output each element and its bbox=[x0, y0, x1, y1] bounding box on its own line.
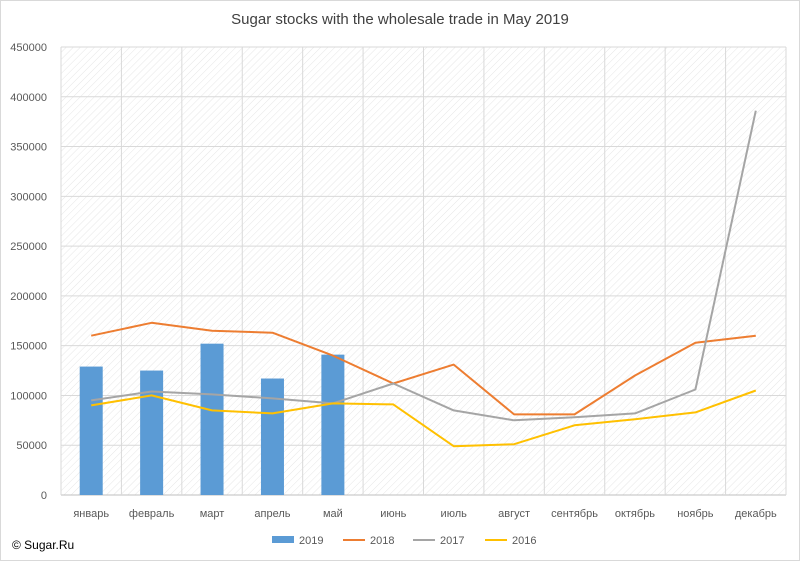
legend-label-2016: 2016 bbox=[512, 535, 536, 547]
x-tick-label: февраль bbox=[129, 508, 175, 520]
bar-2019 bbox=[321, 354, 345, 495]
bar-2019 bbox=[140, 370, 164, 495]
y-tick-label: 400000 bbox=[10, 92, 47, 104]
y-tick-label: 350000 bbox=[10, 142, 47, 154]
x-tick-label: январь bbox=[73, 508, 109, 520]
y-tick-label: 150000 bbox=[10, 341, 47, 353]
y-tick-label: 450000 bbox=[10, 42, 47, 54]
chart-title: Sugar stocks with the wholesale trade in… bbox=[231, 11, 569, 28]
x-tick-label: март bbox=[200, 508, 225, 520]
y-tick-label: 250000 bbox=[10, 241, 47, 253]
y-tick-label: 0 bbox=[41, 490, 47, 502]
legend-label-2018: 2018 bbox=[370, 535, 394, 547]
bar-2019 bbox=[200, 343, 224, 495]
line-2017 bbox=[91, 110, 757, 422]
y-tick-label: 200000 bbox=[10, 291, 47, 303]
bar-2019 bbox=[260, 378, 284, 495]
legend-label-2017: 2017 bbox=[440, 535, 464, 547]
source-credit: © Sugar.Ru bbox=[12, 538, 75, 552]
y-tick-label: 50000 bbox=[16, 440, 47, 452]
x-tick-label: сентябрь bbox=[551, 508, 598, 520]
x-tick-label: июнь bbox=[380, 508, 406, 520]
bar-2019 bbox=[79, 366, 103, 495]
y-tick-label: 100000 bbox=[10, 390, 47, 402]
x-tick-label: октябрь bbox=[615, 508, 655, 520]
x-tick-label: август bbox=[498, 508, 530, 520]
x-tick-label: ноябрь bbox=[677, 508, 714, 520]
line-2018 bbox=[90, 321, 756, 416]
x-tick-label: апрель bbox=[254, 508, 290, 520]
x-tick-label: июль bbox=[441, 508, 468, 520]
legend-label-2019: 2019 bbox=[299, 535, 323, 547]
line-2016 bbox=[91, 389, 757, 448]
x-tick-label: декабрь bbox=[735, 508, 777, 520]
legend-swatch-2019 bbox=[272, 536, 294, 543]
x-tick-label: май bbox=[323, 508, 343, 520]
y-tick-label: 300000 bbox=[10, 191, 47, 203]
